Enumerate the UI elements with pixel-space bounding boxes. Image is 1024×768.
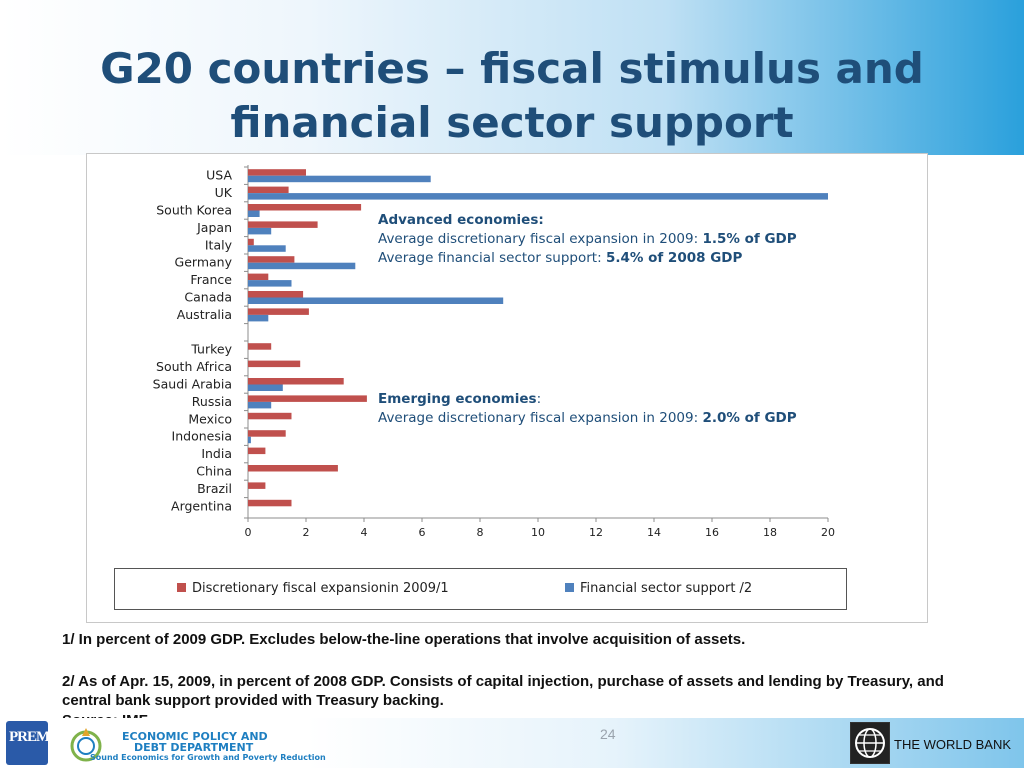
- financial-support-bar: [248, 245, 286, 252]
- category-label: South Africa: [156, 359, 232, 374]
- financial-support-bar: [248, 280, 292, 287]
- category-label: Japan: [196, 220, 232, 235]
- fiscal-expansion-bar: [248, 412, 292, 420]
- x-tick-label: 2: [303, 526, 310, 539]
- x-tick-label: 20: [821, 526, 835, 539]
- advanced-economies-annotation: Advanced economies: Average discretionar…: [378, 211, 797, 268]
- fiscal-expansion-bar: [248, 360, 301, 368]
- x-tick-label: 4: [361, 526, 368, 539]
- category-label: France: [190, 272, 232, 287]
- fiscal-expansion-bar: [248, 273, 269, 281]
- financial-support-bar: [248, 384, 283, 391]
- category-label: India: [201, 446, 232, 461]
- fiscal-expansion-bar: [248, 430, 286, 437]
- category-label: Turkey: [190, 342, 232, 357]
- category-label: Saudi Arabia: [153, 377, 232, 392]
- epdd-title: ECONOMIC POLICY AND DEBT DEPARTMENT: [122, 731, 268, 753]
- fiscal-expansion-bar: [248, 499, 292, 507]
- category-label: Argentina: [171, 498, 232, 513]
- fiscal-expansion-bar: [248, 482, 266, 489]
- epdd-logo-icon: [70, 728, 102, 762]
- epdd-title-line1: ECONOMIC POLICY AND: [122, 730, 268, 743]
- prem-logo: PREM: [6, 721, 50, 765]
- fiscal-expansion-bar: [248, 204, 362, 211]
- category-label: Canada: [184, 290, 232, 305]
- legend-item-financial: Financial sector support /2: [565, 581, 752, 596]
- legend-swatch-fiscal: [177, 583, 186, 592]
- emerging-line1-prefix: Average discretionary fiscal expansion i…: [378, 410, 703, 426]
- financial-support-bar: [248, 262, 356, 270]
- financial-support-bar: [248, 193, 828, 200]
- epdd-title-line2: DEBT DEPARTMENT: [134, 741, 254, 754]
- fiscal-expansion-bar: [248, 395, 367, 402]
- financial-support-bar: [248, 175, 431, 183]
- x-tick-label: 6: [419, 526, 426, 539]
- legend-label-financial: Financial sector support /2: [580, 581, 753, 596]
- x-tick-label: 16: [705, 526, 719, 539]
- emerging-heading: Emerging economies: [378, 391, 537, 407]
- x-tick-label: 12: [589, 526, 603, 539]
- legend-swatch-financial: [565, 583, 574, 592]
- legend-item-fiscal: Discretionary fiscal expansionin 2009/1: [177, 581, 449, 596]
- emerging-heading-suffix: :: [536, 391, 542, 407]
- chart-container: USA UK South Korea Japan Italy Germany France C…: [86, 153, 928, 623]
- fiscal-expansion-bar: [248, 256, 295, 263]
- footnote-2: 2/ As of Apr. 15, 2009, in percent of 20…: [62, 672, 944, 710]
- prem-logo-text: PREM: [9, 729, 50, 745]
- x-tick-label: 0: [245, 526, 252, 539]
- x-tick-label: 14: [647, 526, 661, 539]
- bar-chart: USA UK South Korea Japan Italy Germany France C…: [153, 165, 835, 539]
- advanced-line2-prefix: Average financial sector support:: [378, 250, 606, 266]
- chart-legend: Discretionary fiscal expansionin 2009/1 …: [114, 568, 847, 610]
- category-label: Australia: [177, 307, 232, 322]
- footnotes: 1/ In percent of 2009 GDP. Excludes belo…: [62, 630, 982, 730]
- financial-support-bar: [248, 436, 251, 444]
- fiscal-expansion-bar: [248, 447, 266, 455]
- financial-support-bar: [248, 210, 260, 217]
- emerging-line1-value: 2.0% of GDP: [702, 410, 797, 426]
- fiscal-expansion-bar: [248, 186, 289, 194]
- category-label: UK: [215, 185, 233, 200]
- world-bank-label: THE WORLD BANK: [894, 737, 1012, 752]
- category-label: USA: [206, 168, 232, 183]
- advanced-line1-value: 1.5% of GDP: [702, 231, 797, 247]
- x-tick-label: 8: [477, 526, 484, 539]
- financial-support-bar: [248, 297, 504, 304]
- advanced-line1-prefix: Average discretionary fiscal expansion i…: [378, 231, 703, 247]
- advanced-line2-value: 5.4% of 2008 GDP: [605, 250, 743, 266]
- fiscal-expansion-bar: [248, 343, 272, 350]
- category-label: South Korea: [156, 203, 232, 218]
- financial-support-bar: [248, 227, 272, 235]
- financial-support-bar: [248, 314, 269, 322]
- world-bank-globe-icon: [850, 722, 890, 764]
- x-tick-label: 10: [531, 526, 545, 539]
- header-band: [0, 0, 1024, 155]
- emerging-economies-annotation: Emerging economies: Average discretionar…: [378, 390, 797, 428]
- epdd-tagline: Sound Economics for Growth and Poverty R…: [90, 753, 326, 762]
- category-label: Indonesia: [172, 429, 232, 444]
- category-label: Mexico: [188, 411, 232, 426]
- fiscal-expansion-bar: [248, 221, 318, 228]
- slide-title-line2: financial sector support: [230, 98, 794, 147]
- fiscal-expansion-bar: [248, 238, 254, 246]
- category-label: Germany: [175, 255, 233, 270]
- footnote-1: 1/ In percent of 2009 GDP. Excludes belo…: [62, 631, 746, 648]
- category-label: Brazil: [197, 481, 232, 496]
- category-label: Italy: [205, 237, 233, 252]
- x-tick-label: 18: [763, 526, 777, 539]
- category-label: Russia: [192, 394, 232, 409]
- fiscal-expansion-bar: [248, 378, 344, 385]
- fiscal-expansion-bar: [248, 169, 306, 176]
- page-number: 24: [600, 726, 616, 742]
- advanced-heading: Advanced economies:: [378, 212, 544, 228]
- category-label: China: [196, 464, 232, 479]
- financial-support-bar: [248, 401, 272, 409]
- fiscal-expansion-bar: [248, 308, 309, 315]
- slide-title: G20 countries – fiscal stimulus and fina…: [40, 42, 984, 150]
- fiscal-expansion-bar: [248, 291, 304, 298]
- legend-label-fiscal: Discretionary fiscal expansionin 2009/1: [192, 581, 449, 596]
- slide-title-line1: G20 countries – fiscal stimulus and: [100, 44, 924, 93]
- fiscal-expansion-bar: [248, 465, 338, 472]
